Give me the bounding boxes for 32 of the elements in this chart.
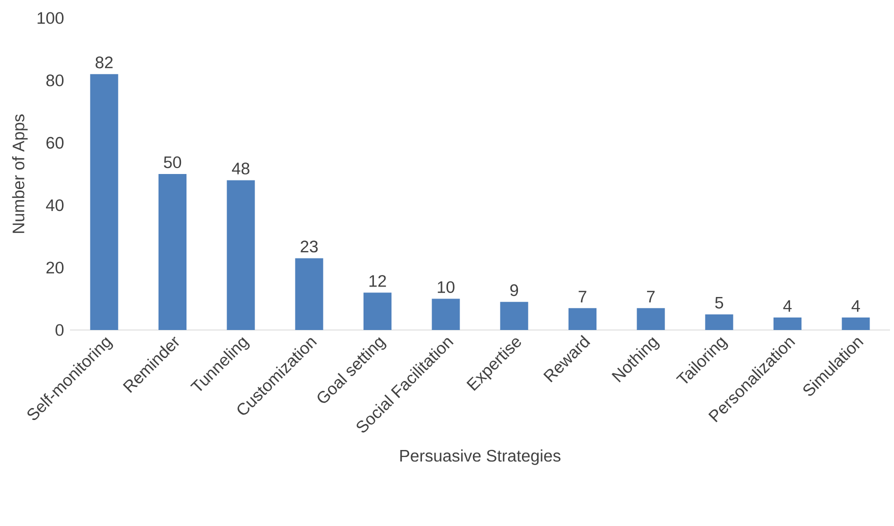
data-label: 12 [370, 275, 386, 287]
bar [705, 314, 734, 330]
data-label: 5 [715, 296, 724, 309]
data-label: 48 [232, 162, 250, 174]
bar [226, 180, 255, 330]
data-label: 7 [578, 290, 586, 302]
x-axis-title: Persuasive Strategies [400, 449, 560, 465]
bar [568, 308, 596, 330]
y-tick-label: 80 [46, 74, 64, 86]
y-tick-label: 40 [46, 199, 64, 212]
bar [295, 258, 324, 330]
bar [500, 302, 528, 330]
y-tick-label: 0 [56, 324, 64, 336]
bar [432, 298, 460, 330]
bar [774, 318, 802, 330]
bar [636, 308, 665, 330]
data-label: 50 [164, 156, 182, 168]
y-axis-title: Number of Apps [12, 114, 28, 233]
y-tick-label: 20 [46, 262, 64, 274]
data-label: 82 [96, 56, 113, 68]
data-label: 23 [300, 240, 318, 252]
bar [364, 292, 392, 330]
y-tick-label: 60 [46, 136, 64, 149]
data-label: 10 [438, 281, 454, 293]
bar [90, 74, 118, 330]
y-tick-label: 100 [38, 12, 64, 24]
bar [158, 174, 187, 330]
data-label: 4 [852, 300, 860, 312]
data-label: 9 [510, 284, 518, 296]
data-label: 4 [783, 300, 792, 312]
bar [842, 318, 870, 330]
data-label: 7 [647, 290, 655, 302]
